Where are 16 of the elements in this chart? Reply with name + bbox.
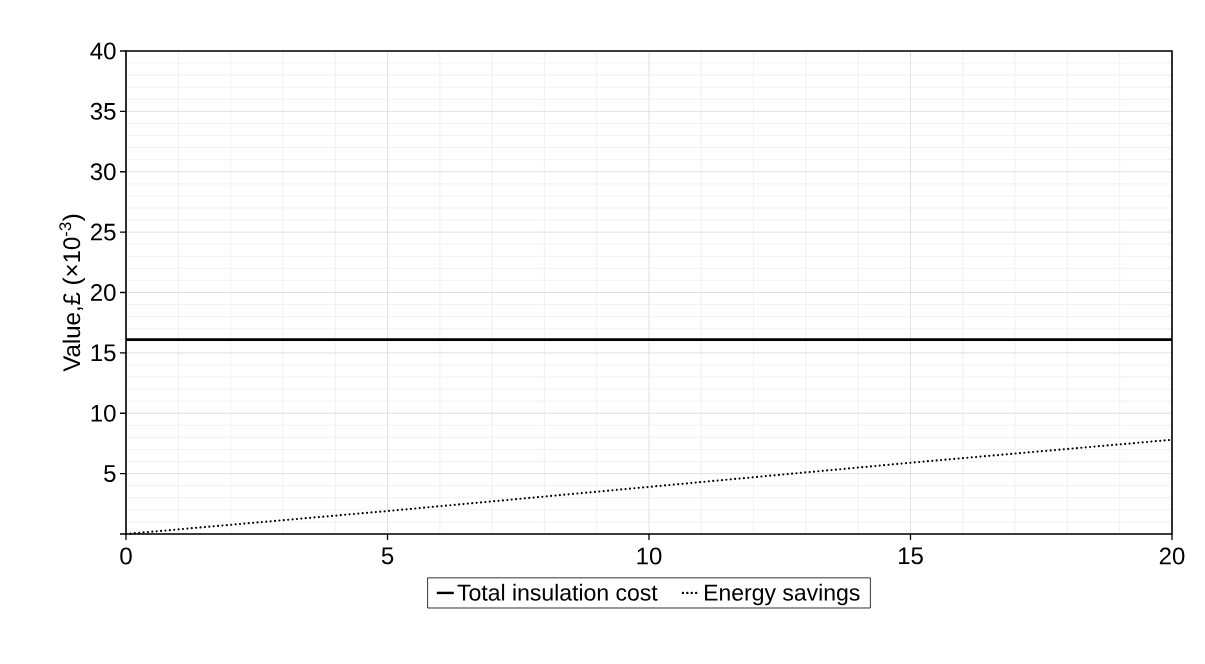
legend-label: Total insulation cost — [457, 583, 658, 601]
y-tick-label: 5 — [104, 465, 116, 482]
x-tick-label: 10 — [637, 547, 662, 565]
x-tick-label: 20 — [1159, 547, 1185, 565]
y-tick-label: 25 — [91, 223, 116, 241]
x-tick-label: 0 — [120, 547, 132, 565]
y-tick-label: 35 — [90, 102, 116, 120]
y-axis-title: Value,£ (×10$^{-3}$) — [59, 214, 85, 372]
y-tick-label: 15 — [91, 344, 116, 362]
x-tick-label: 5 — [381, 547, 394, 565]
y-tick-label: 30 — [90, 163, 116, 181]
y-tick-label: 40 — [90, 42, 116, 60]
legend-label: Energy savings — [705, 583, 860, 606]
y-tick-label: 20 — [91, 283, 116, 301]
y-tick-label: 10 — [91, 404, 116, 422]
x-tick-label: 15 — [898, 547, 923, 565]
